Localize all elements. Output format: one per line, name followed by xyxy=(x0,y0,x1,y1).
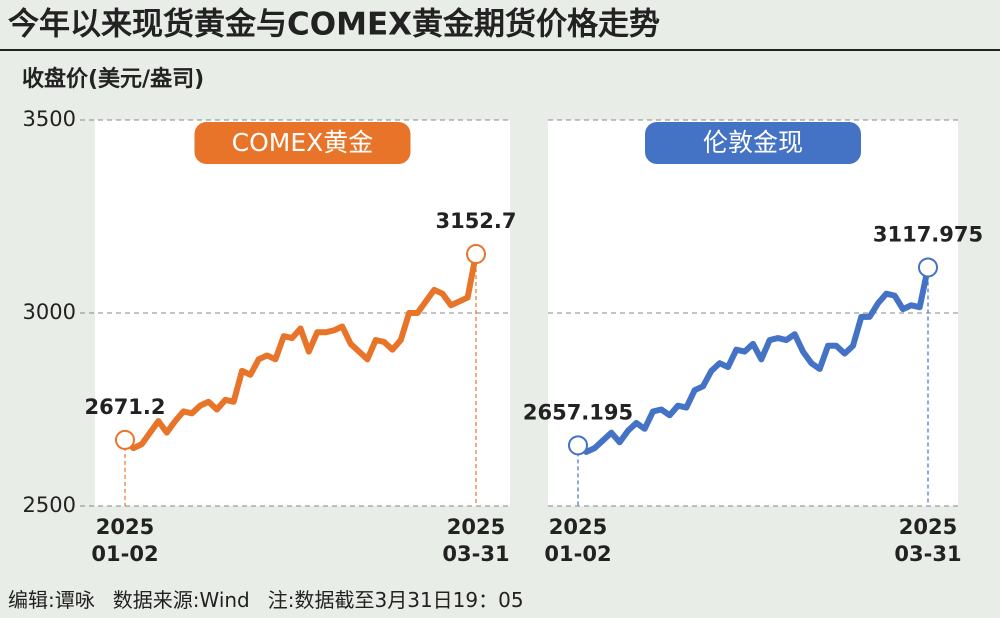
x-tick-label: 2025 03-31 xyxy=(442,515,510,566)
y-axis-label: 收盘价(美元/盎司) xyxy=(22,66,204,92)
panel-badge xyxy=(194,122,411,164)
note: 注:数据截至3月31日19：05 xyxy=(267,588,524,612)
value-label: 2657.195 xyxy=(523,400,633,424)
panel-title: COMEX黄金 xyxy=(232,128,374,157)
x-tick-label: 2025 01-02 xyxy=(544,515,612,566)
panel-badge xyxy=(645,122,861,164)
panel-title: 伦敦金现 xyxy=(703,128,803,157)
end-marker xyxy=(568,435,588,456)
y-tick-label: 3000 xyxy=(23,300,76,324)
chart-title: 今年以来现货黄金与COMEX黄金期货价格走势 xyxy=(8,7,660,43)
end-marker xyxy=(466,244,486,265)
plot-area xyxy=(95,120,510,506)
end-marker xyxy=(115,429,135,450)
editor: 编辑:谭咏 xyxy=(8,588,95,612)
x-tick-label: 2025 03-31 xyxy=(894,515,962,566)
source: 数据来源:Wind xyxy=(112,588,250,612)
price-line xyxy=(575,264,931,455)
plot-area xyxy=(548,120,958,506)
footer: 编辑:谭咏 数据来源:Wind 注:数据截至3月31日19：05 xyxy=(8,584,542,613)
y-tick-label: 2500 xyxy=(23,493,76,517)
value-label: 2671.2 xyxy=(84,395,165,419)
value-label: 3117.975 xyxy=(873,222,983,246)
x-tick-label: 2025 01-02 xyxy=(91,515,159,566)
end-marker xyxy=(918,257,938,278)
y-tick-label: 3500 xyxy=(23,107,76,131)
value-label: 3152.7 xyxy=(435,209,516,233)
price-line xyxy=(122,251,479,452)
